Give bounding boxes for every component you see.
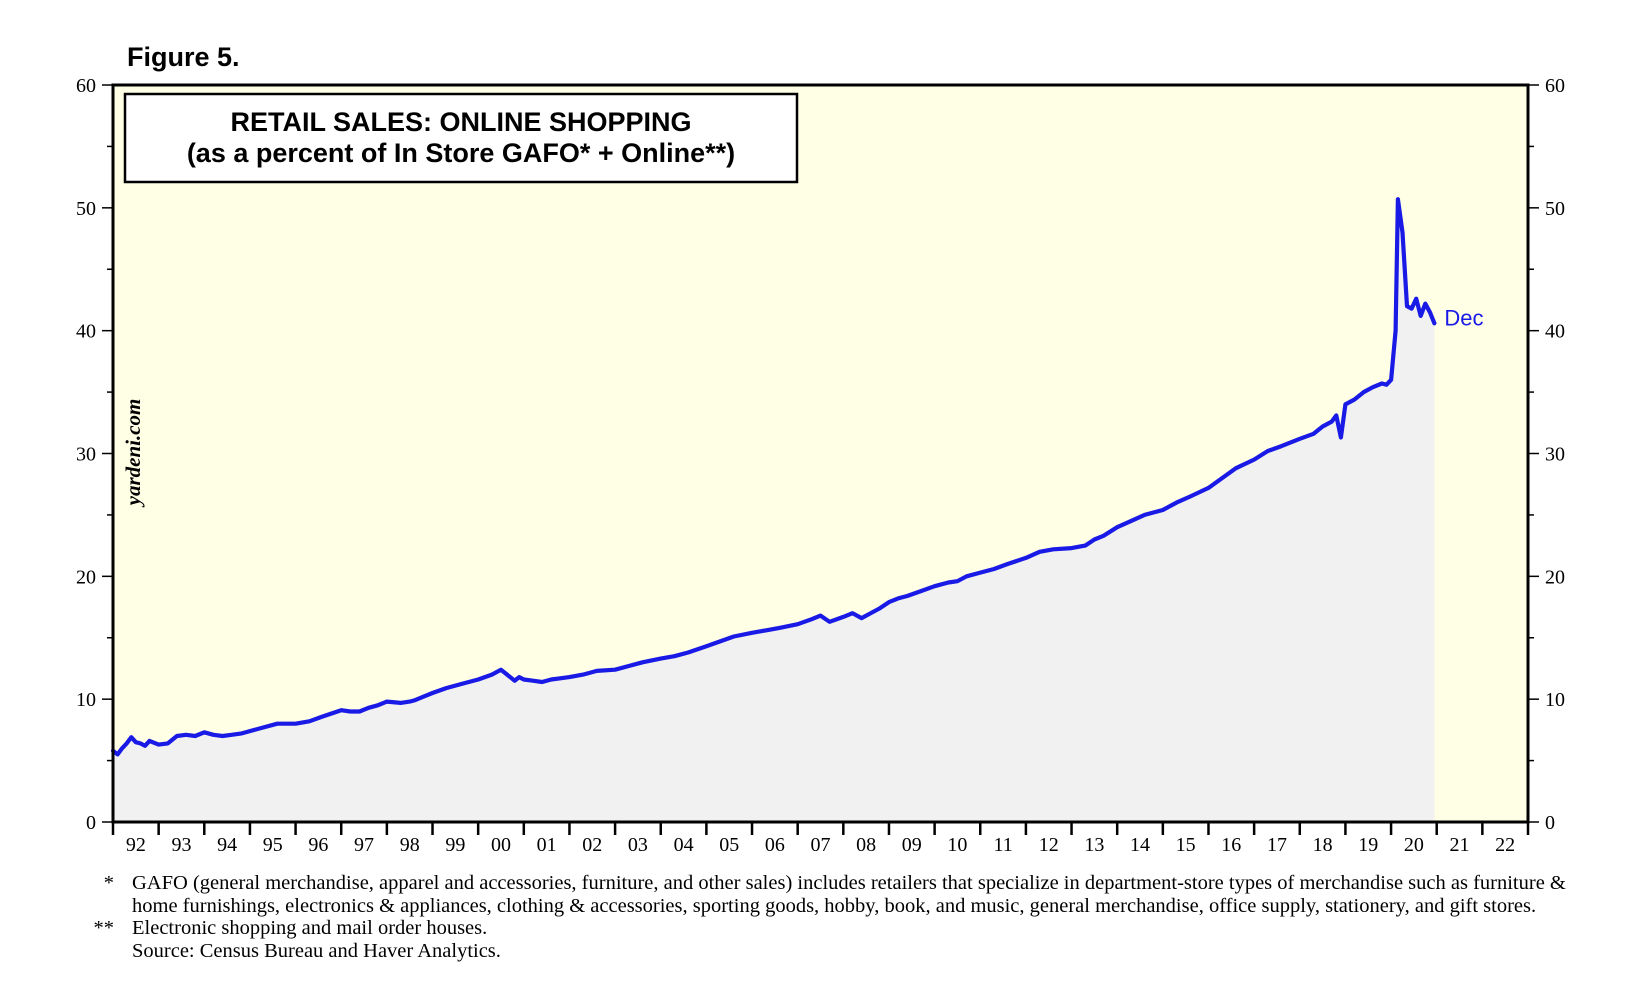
footnote-1-text: GAFO (general merchandise, apparel and a… (132, 872, 1566, 917)
y-tick-label-left: 10 (76, 689, 96, 711)
footnote-source-text: Source: Census Bureau and Haver Analytic… (132, 939, 501, 962)
series-end-label: Dec (1444, 305, 1483, 330)
figure-label: Figure 5. (127, 42, 240, 72)
y-tick-label-left: 20 (76, 566, 96, 588)
title-box (123, 92, 799, 184)
x-tick-label: 12 (1039, 834, 1059, 856)
x-tick-label: 07 (811, 834, 831, 856)
x-tick-label: 96 (308, 834, 328, 856)
x-tick-label: 06 (765, 834, 785, 856)
x-tick-label: 11 (993, 834, 1012, 856)
x-tick-label: 13 (1084, 834, 1104, 856)
series-line (110, 197, 1437, 757)
x-tick-label: 04 (674, 834, 694, 856)
footnote-2-mark: ** (93, 917, 115, 939)
x-tick-label: 99 (445, 834, 465, 856)
y-axis-tick-labels: 0 0 10 10 20 20 30 30 40 40 50 50 60 60 (76, 75, 1565, 834)
plot-frame (111, 83, 1530, 824)
x-tick-label: 19 (1358, 834, 1378, 856)
y-tick-label-left: 60 (76, 75, 96, 97)
x-tick-label: 15 (1176, 834, 1196, 856)
y-tick-label-right: 40 (1545, 321, 1565, 343)
x-tick-label: 03 (628, 834, 648, 856)
x-tick-label: 00 (491, 834, 511, 856)
x-tick-label: 94 (217, 834, 237, 856)
x-tick-label: 97 (354, 834, 374, 856)
x-tick-label: 22 (1495, 834, 1515, 856)
footnote-source-mark (70, 940, 132, 963)
chart-subtitle: (as a percent of In Store GAFO* + Online… (187, 138, 735, 168)
y-tick-label-left: 0 (86, 812, 96, 834)
x-tick-label: 17 (1267, 834, 1287, 856)
x-tick-label: 16 (1221, 834, 1241, 856)
x-tick-label: 08 (856, 834, 876, 856)
series-area-fill (113, 199, 1435, 822)
y-tick-label-right: 20 (1545, 566, 1565, 588)
watermark: yardeni.com (121, 399, 145, 509)
y-tick-label-right: 0 (1545, 812, 1555, 834)
x-tick-label: 20 (1404, 834, 1424, 856)
footnote-1-mark: * (103, 872, 114, 894)
chart-title: RETAIL SALES: ONLINE SHOPPING (230, 107, 691, 137)
x-tick-label: 21 (1450, 834, 1470, 856)
y-tick-label-right: 10 (1545, 689, 1565, 711)
x-tick-label: 10 (947, 834, 967, 856)
x-tick-label: 01 (537, 834, 557, 856)
x-tick-label: 95 (263, 834, 283, 856)
footnote-2: ** Electronic shopping and mail order ho… (70, 917, 1590, 940)
x-axis-tick-labels: 92 93 94 95 96 97 98 99 00 01 02 03 04 05 06 07 08 09 10 11… (126, 834, 1515, 856)
x-tick-label: 05 (719, 834, 739, 856)
y-tick-label-right: 60 (1545, 75, 1565, 97)
y-tick-label-left: 40 (76, 321, 96, 343)
y-tick-label-right: 30 (1545, 444, 1565, 466)
y-tick-label-left: 50 (76, 198, 96, 220)
axis-ticks (102, 84, 1539, 835)
footnote-source: Source: Census Bureau and Haver Analytic… (70, 940, 1590, 963)
x-tick-label: 02 (582, 834, 602, 856)
x-tick-label: 92 (126, 834, 146, 856)
x-tick-label: 09 (902, 834, 922, 856)
x-tick-label: 93 (171, 834, 191, 856)
footnote-2-text: Electronic shopping and mail order house… (132, 917, 488, 939)
y-tick-label-left: 30 (76, 444, 96, 466)
y-tick-label-right: 50 (1545, 198, 1565, 220)
x-tick-label: 18 (1313, 834, 1333, 856)
footnotes: * GAFO (general merchandise, apparel and… (70, 872, 1590, 962)
footnote-1: * GAFO (general merchandise, apparel and… (70, 872, 1590, 917)
x-tick-label: 98 (400, 834, 420, 856)
x-tick-label: 14 (1130, 834, 1150, 856)
